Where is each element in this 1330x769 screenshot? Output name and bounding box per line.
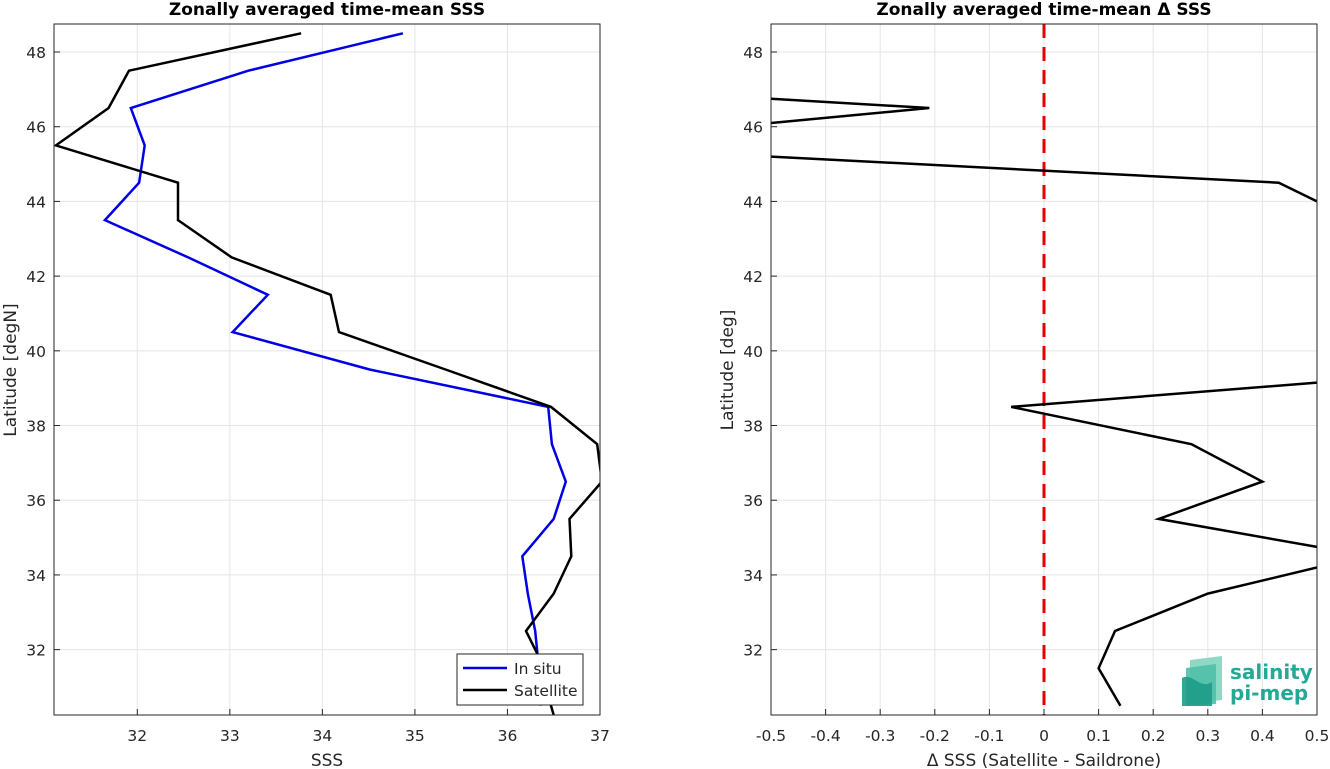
y-tick-label: 38 [26, 418, 46, 436]
right-x-axis-label: Δ SSS (Satellite - Saildrone) [927, 751, 1161, 769]
legend-satellite-label: Satellite [514, 682, 577, 700]
x-tick-label: 0.3 [1195, 727, 1220, 745]
x-tick-label: -0.2 [920, 727, 950, 745]
series-line-delta-sss [771, 155, 1317, 203]
x-tick-label: 37 [590, 727, 610, 745]
y-tick-label: 36 [743, 492, 763, 510]
right-axes: -0.5 -0.4 -0.3 -0.2 -0.1 0 0.1 0.2 0.3 0.4 0.5 32 34… [718, 0, 1329, 769]
y-tick-label: 42 [26, 268, 46, 286]
left-series-group [54, 32, 600, 715]
series-line-satellite [54, 32, 600, 715]
right-y-axis-label: Latitude [deg] [718, 310, 738, 431]
y-tick-label: 46 [743, 119, 763, 137]
logo-text-pimep: pi-mep [1230, 681, 1308, 705]
left-y-axis-label: Latitude [degN] [1, 303, 21, 436]
y-tick-label: 44 [26, 193, 46, 211]
y-tick-label: 36 [26, 492, 46, 510]
x-tick-label: 34 [313, 727, 333, 745]
x-tick-label: 0.4 [1250, 727, 1275, 745]
y-tick-label: 42 [743, 268, 763, 286]
logo-text-salinity: salinity [1230, 660, 1313, 684]
left-axes: 32 33 34 35 36 37 32 34 36 38 40 42 44 46 48 Zonally a… [1, 0, 610, 769]
x-tick-label: -0.4 [810, 727, 840, 745]
x-tick-label: 32 [127, 727, 147, 745]
x-tick-label: 36 [498, 727, 518, 745]
series-line-in-situ [102, 32, 568, 706]
left-chart-title: Zonally averaged time-mean SSS [169, 0, 485, 20]
y-tick-label: 32 [26, 642, 46, 660]
y-tick-label: 34 [26, 567, 46, 585]
x-tick-label: 0 [1039, 727, 1049, 745]
x-tick-label: 0.1 [1086, 727, 1111, 745]
left-axes-frame [53, 23, 601, 716]
legend-insitu-label: In situ [514, 660, 562, 678]
x-tick-label: 0.2 [1141, 727, 1166, 745]
y-tick-label: 40 [26, 343, 46, 361]
left-plot-area [54, 24, 600, 715]
left-ticks: 32 33 34 35 36 37 32 34 36 38 40 42 44 46 48 [26, 44, 610, 745]
left-x-axis-label: SSS [311, 751, 343, 769]
series-line-delta-sss [1097, 566, 1317, 707]
salinity-pimep-logo: salinity pi-mep [1182, 656, 1313, 706]
x-tick-label: 33 [220, 727, 240, 745]
y-tick-label: 38 [743, 418, 763, 436]
x-tick-label: -0.5 [756, 727, 786, 745]
y-tick-label: 32 [743, 642, 763, 660]
x-tick-label: -0.1 [974, 727, 1004, 745]
y-tick-label: 40 [743, 343, 763, 361]
right-series-group [771, 97, 1317, 707]
x-tick-label: -0.3 [865, 727, 895, 745]
y-tick-label: 44 [743, 193, 763, 211]
legend-box [456, 653, 584, 706]
y-tick-label: 34 [743, 567, 763, 585]
logo-mark-icon [1182, 656, 1222, 706]
x-tick-label: 0.5 [1305, 727, 1330, 745]
y-tick-label: 48 [743, 44, 763, 62]
right-chart-title: Zonally averaged time-mean Δ SSS [876, 0, 1211, 20]
series-line-delta-sss [1010, 381, 1317, 549]
right-ticks: -0.5 -0.4 -0.3 -0.2 -0.1 0 0.1 0.2 0.3 0.4 0.5 32 34… [743, 44, 1329, 745]
legend: In situ Satellite [456, 653, 584, 706]
y-tick-label: 46 [26, 119, 46, 137]
series-line-delta-sss [771, 97, 930, 125]
x-tick-label: 35 [405, 727, 425, 745]
y-tick-label: 48 [26, 44, 46, 62]
